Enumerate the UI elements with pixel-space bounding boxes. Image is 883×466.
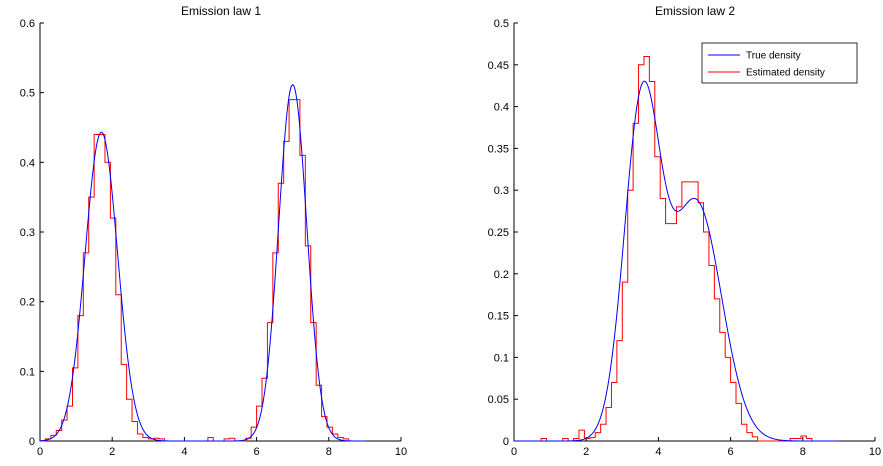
- y-tick-label: 0.3: [20, 227, 35, 239]
- x-tick-label: 8: [326, 446, 332, 458]
- x-tick-label: 2: [109, 446, 115, 458]
- y-tick-label: 0.2: [20, 297, 35, 309]
- chart-title: Emission law 1: [181, 4, 261, 18]
- series-group: [39, 84, 365, 442]
- x-tick-label: 0: [37, 446, 43, 458]
- x-tick-label: 4: [181, 446, 187, 458]
- legend-label-true-density: True density: [746, 51, 801, 62]
- chart-title: Emission law 2: [655, 4, 735, 18]
- y-tick-label: 0.3: [494, 185, 509, 197]
- series-group: [514, 55, 839, 442]
- y-tick-label: 0.4: [494, 102, 509, 114]
- y-tick-label: 0.1: [20, 366, 35, 378]
- tick-group: 0 2 4 6 8 10 0 0.05 0.1 0.15 0.2 0.25 0.3 0.35 0.4 0.45…: [488, 18, 882, 458]
- x-tick-label: 10: [869, 446, 881, 458]
- y-tick-label: 0.25: [488, 227, 509, 239]
- y-tick-label: 0.5: [494, 18, 509, 30]
- axes-frame: [39, 23, 401, 442]
- y-tick-label: 0.6: [20, 18, 35, 30]
- estimated-density-line: [40, 99, 365, 442]
- tick-group: 0 2 4 6 8 10 0 0.1 0.2 0.3 0.4 0.5 0.6: [20, 18, 407, 458]
- x-tick-label: 8: [800, 446, 806, 458]
- chart-emission-law-1: Emission law 1 0 2 4 6 8 10 0 0.1 0.2 0.3 0.4 0.5 0.…: [20, 4, 407, 458]
- y-tick-label: 0.4: [20, 157, 35, 169]
- y-tick-label: 0.15: [488, 311, 509, 323]
- y-tick-label: 0: [503, 436, 509, 448]
- axes-frame: [513, 23, 875, 442]
- chart-emission-law-2: Emission law 2 0 2 4 6 8 10 0 0.05 0.1 0.15 0.2 0.2…: [488, 4, 882, 458]
- y-tick-label: 0.2: [494, 269, 509, 281]
- legend-label-estimated-density: Estimated density: [746, 68, 825, 79]
- y-tick-label: 0.05: [488, 394, 509, 406]
- legend-box: [701, 42, 858, 84]
- x-tick-label: 4: [655, 446, 661, 458]
- x-tick-label: 10: [395, 446, 407, 458]
- y-tick-label: 0.5: [20, 88, 35, 100]
- y-tick-label: 0.1: [494, 352, 509, 364]
- x-tick-label: 6: [254, 446, 260, 458]
- y-tick-label: 0.45: [488, 60, 509, 72]
- y-tick-label: 0: [29, 436, 35, 448]
- x-tick-label: 6: [728, 446, 734, 458]
- true-density-line: [39, 84, 365, 442]
- legend: True density Estimated density: [701, 42, 858, 84]
- x-tick-label: 2: [583, 446, 589, 458]
- y-tick-label: 0.35: [488, 143, 509, 155]
- x-tick-label: 0: [511, 446, 517, 458]
- estimated-density-line: [514, 55, 839, 442]
- true-density-line: [514, 80, 839, 442]
